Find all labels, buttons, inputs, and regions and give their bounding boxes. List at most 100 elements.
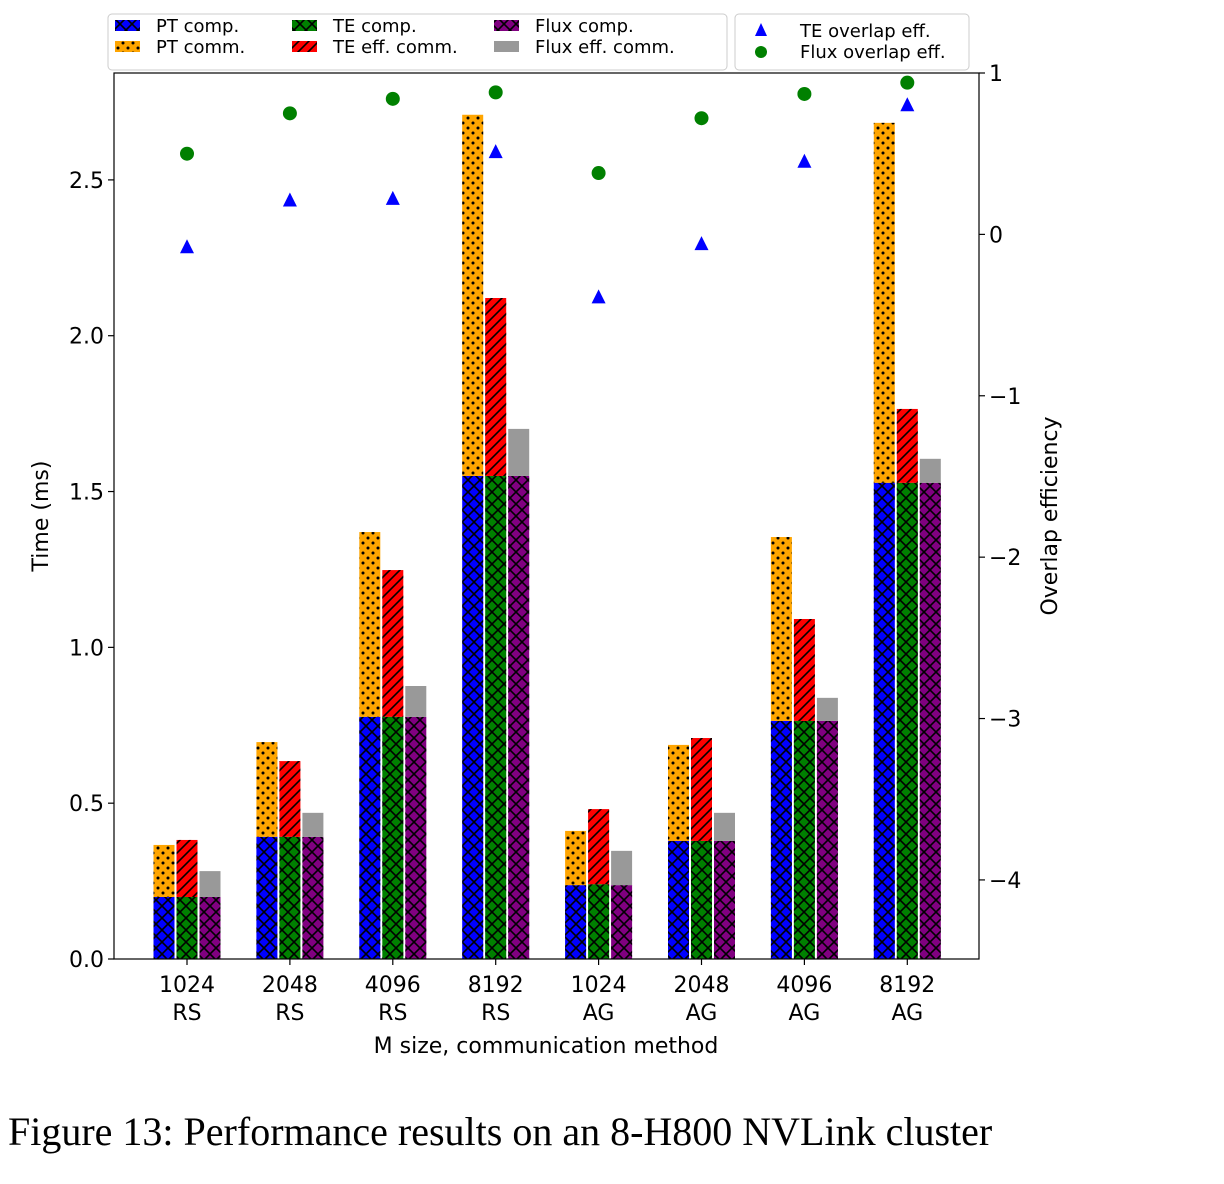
te-overlap-point-4 — [591, 289, 606, 304]
x-tick-label: 1024 — [571, 973, 627, 998]
x-tick-label: RS — [378, 1001, 407, 1026]
x-tick-label: RS — [172, 1001, 201, 1026]
bar-pt-comm-6-pattern — [770, 537, 792, 721]
bar-pt-comm-3-pattern — [462, 114, 484, 476]
te-overlap-point-3 — [488, 144, 503, 159]
bar-pt-comp-7-pattern — [873, 482, 895, 959]
bar-te-eff-comm-6-pattern — [793, 618, 815, 721]
bar-te-comp-6-pattern — [793, 720, 815, 959]
flux-overlap-point-6 — [797, 86, 812, 101]
bar-pt-comp-0-pattern — [153, 896, 175, 959]
legend-box-bars — [107, 13, 728, 71]
bar-flux-eff-comm-6 — [816, 697, 838, 721]
x-tick-label: 4096 — [776, 973, 832, 998]
flux-overlap-point-4 — [591, 166, 606, 181]
legend-swatch-4-pattern — [494, 20, 519, 31]
flux-overlap-point-1 — [282, 106, 297, 121]
flux-overlap-point-3 — [488, 85, 503, 100]
legend-label-5: Flux eff. comm. — [535, 37, 675, 58]
legend-triangle-icon — [755, 23, 767, 36]
legend-swatch-5 — [494, 41, 519, 52]
legend-swatch-2-pattern — [292, 20, 317, 31]
bar-te-comp-7-pattern — [896, 482, 918, 959]
bar-flux-eff-comm-5 — [714, 812, 735, 841]
x-tick-label: AG — [583, 1001, 615, 1026]
x-tick-label: 8192 — [468, 973, 524, 998]
legend-label-4: Flux comp. — [535, 16, 634, 37]
y2-tick-label: −4 — [989, 869, 1021, 894]
y-axis-right: 1 0 −1 −2 −3 −4 — [979, 62, 1021, 894]
x-axis-label: M size, communication method — [374, 1034, 719, 1059]
legend: PT comp.PT comm. TE comp.TE eff. comm. Flu… — [107, 13, 970, 71]
x-tick-label: AG — [686, 1001, 718, 1026]
x-axis: 1024 RS 2048 RS 4096 RS 8192 RS 1024 AG 2048 AG 4096… — [159, 959, 935, 1026]
bar-te-eff-comm-2-pattern — [382, 570, 404, 717]
y-tick-label: 2.5 — [69, 169, 104, 194]
bar-te-eff-comm-3-pattern — [485, 298, 507, 476]
bar-te-comp-3-pattern — [485, 475, 507, 959]
x-tick-label: RS — [275, 1001, 304, 1026]
legend-label-marker-0: TE overlap eff. — [799, 21, 931, 42]
bar-te-eff-comm-7-pattern — [896, 408, 918, 483]
te-overlap-point-6 — [797, 153, 812, 168]
y2-tick-label: −3 — [989, 708, 1021, 733]
legend-swatch-0-pattern — [115, 20, 140, 31]
bar-pt-comm-2-pattern — [359, 532, 381, 717]
bar-flux-comp-5-pattern — [714, 840, 735, 959]
x-tick-label: AG — [789, 1001, 821, 1026]
bar-te-eff-comm-0-pattern — [176, 839, 198, 897]
flux-overlap-point-2 — [385, 91, 400, 106]
bar-flux-eff-comm-2 — [405, 686, 427, 717]
x-tick-label: 2048 — [262, 973, 318, 998]
y2-tick-label: 1 — [989, 62, 1003, 87]
bar-pt-comp-3-pattern — [462, 475, 484, 959]
bar-flux-comp-3-pattern — [508, 475, 530, 959]
bar-flux-comp-6-pattern — [816, 720, 838, 959]
x-tick-label: RS — [481, 1001, 510, 1026]
y-tick-label: 0.5 — [69, 792, 104, 817]
y2-tick-label: 0 — [989, 223, 1003, 248]
bar-pt-comm-0-pattern — [153, 844, 175, 897]
legend-swatch-3-pattern — [292, 41, 317, 52]
legend-label-marker-1: Flux overlap eff. — [800, 42, 946, 63]
markers — [180, 75, 915, 304]
legend-label-1: PT comm. — [156, 37, 245, 58]
bar-pt-comp-6-pattern — [770, 720, 792, 959]
x-tick-label: 8192 — [879, 973, 935, 998]
bar-flux-eff-comm-0 — [199, 871, 221, 897]
te-overlap-point-1 — [282, 192, 297, 207]
y2-axis-label: Overlap efficiency — [1038, 416, 1063, 615]
bar-flux-comp-1-pattern — [302, 836, 324, 959]
y-axis-left: 0.0 0.5 1.0 1.5 2.0 2.5 — [69, 169, 114, 973]
bar-flux-eff-comm-1 — [302, 812, 324, 837]
bar-flux-eff-comm-3 — [508, 428, 530, 476]
te-overlap-point-2 — [385, 190, 400, 205]
bar-te-eff-comm-5-pattern — [691, 738, 712, 841]
legend-box-markers — [734, 13, 970, 71]
bar-te-comp-1-pattern — [279, 836, 301, 959]
bar-pt-comm-7-pattern — [873, 122, 895, 483]
plot-frame — [113, 72, 980, 960]
y2-tick-label: −2 — [989, 546, 1021, 571]
legend-label-0: PT comp. — [156, 16, 239, 37]
figure-caption: Figure 13: Performance results on an 8-H… — [8, 1109, 993, 1154]
bar-pt-comm-5-pattern — [668, 744, 689, 841]
bar-pt-comp-4-pattern — [565, 885, 587, 959]
legend-label-3: TE eff. comm. — [332, 37, 458, 58]
y-tick-label: 1.5 — [69, 481, 104, 506]
x-tick-label: 1024 — [159, 973, 215, 998]
bar-flux-eff-comm-7 — [919, 458, 941, 483]
x-tick-label: 2048 — [674, 973, 730, 998]
legend-label-2: TE comp. — [332, 16, 417, 37]
bar-flux-eff-comm-4 — [611, 850, 633, 886]
bar-te-comp-0-pattern — [176, 896, 198, 959]
x-tick-label: 4096 — [365, 973, 421, 998]
bar-pt-comp-1-pattern — [256, 836, 278, 959]
bar-te-eff-comm-4-pattern — [588, 809, 610, 885]
te-overlap-point-7 — [900, 97, 915, 112]
legend-circle-icon — [755, 46, 767, 58]
flux-overlap-point-7 — [900, 75, 915, 90]
x-tick-label: AG — [891, 1001, 923, 1026]
bar-pt-comm-1-pattern — [256, 742, 278, 837]
flux-overlap-point-5 — [694, 111, 709, 126]
